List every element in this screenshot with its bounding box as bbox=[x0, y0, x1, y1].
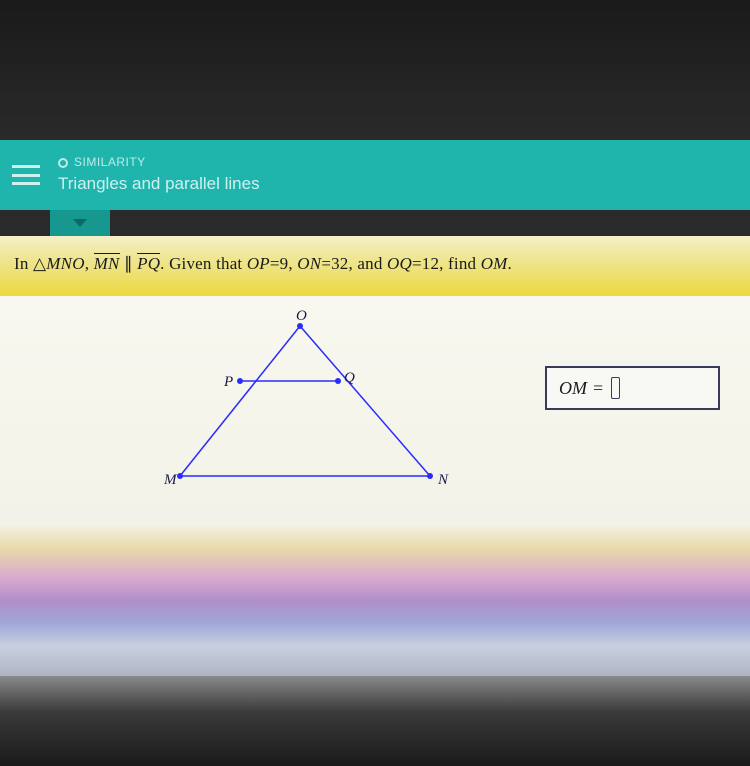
equals-sign: = bbox=[593, 378, 603, 399]
answer-box: OM = bbox=[545, 366, 720, 410]
svg-text:O: O bbox=[296, 308, 307, 324]
app-header: SIMILARITY Triangles and parallel lines bbox=[0, 140, 750, 210]
svg-text:Q: Q bbox=[344, 370, 355, 386]
dropdown-tab[interactable] bbox=[50, 210, 110, 236]
bottom-dark-region bbox=[0, 676, 750, 766]
svg-text:P: P bbox=[223, 374, 233, 390]
diagram-area: O P Q M N OM = bbox=[0, 296, 750, 526]
answer-input[interactable] bbox=[611, 377, 620, 399]
header-category: SIMILARITY bbox=[58, 155, 260, 171]
question-text: In △MNO, MN ∥ PQ. Given that OP=9, ON=32… bbox=[0, 236, 750, 296]
gradient-band bbox=[0, 526, 750, 676]
triangle-diagram: O P Q M N bbox=[150, 306, 470, 511]
lesson-title: Triangles and parallel lines bbox=[58, 173, 260, 195]
svg-text:N: N bbox=[437, 472, 449, 488]
header-text-block: SIMILARITY Triangles and parallel lines bbox=[58, 155, 260, 195]
hamburger-menu-icon[interactable] bbox=[12, 165, 40, 185]
chevron-down-icon bbox=[73, 219, 87, 227]
ring-icon bbox=[58, 158, 68, 168]
top-dark-region bbox=[0, 0, 750, 140]
category-label: SIMILARITY bbox=[74, 155, 146, 171]
svg-text:M: M bbox=[163, 472, 178, 488]
answer-variable: OM bbox=[559, 378, 587, 399]
